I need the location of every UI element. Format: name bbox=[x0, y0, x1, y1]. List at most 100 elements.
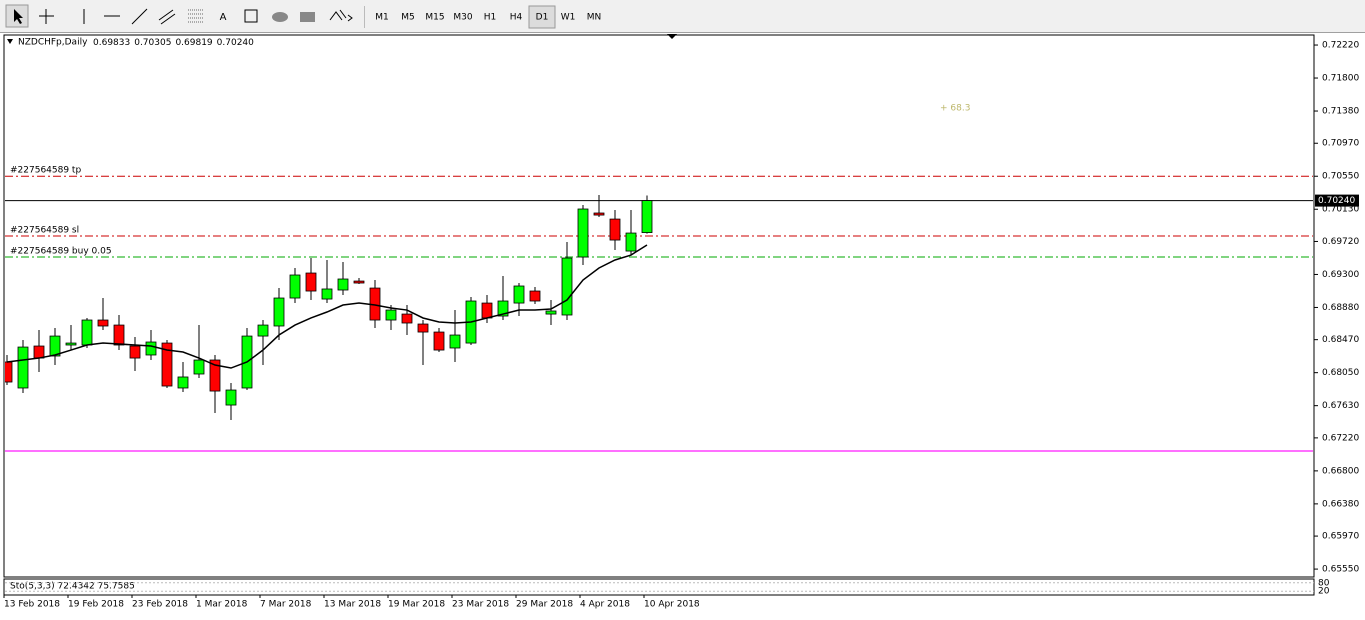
timeframe-button[interactable]: MN bbox=[587, 13, 602, 23]
y-tick-label: 0.68050 bbox=[1322, 368, 1359, 378]
y-tick-label: 0.69720 bbox=[1322, 237, 1359, 247]
ellipse-tool[interactable] bbox=[272, 12, 288, 22]
candle-body bbox=[593, 212, 605, 216]
candle-body bbox=[321, 288, 333, 300]
candle-body bbox=[401, 313, 413, 324]
y-tick-label: 0.72220 bbox=[1322, 41, 1359, 51]
candle-body bbox=[273, 297, 285, 327]
stochastic-level-label: 80 bbox=[1318, 578, 1330, 588]
candle-body bbox=[497, 300, 509, 317]
x-tick-label: 13 Mar 2018 bbox=[324, 600, 381, 610]
y-tick-label: 0.70550 bbox=[1322, 172, 1359, 182]
crosshair-button[interactable] bbox=[39, 9, 54, 24]
x-tick-label: 7 Mar 2018 bbox=[260, 600, 312, 610]
timeframe-button[interactable]: D1 bbox=[536, 13, 549, 23]
x-tick-label: 10 Apr 2018 bbox=[644, 600, 700, 610]
timeframe-button[interactable]: H4 bbox=[510, 13, 523, 23]
rectangle-tool[interactable] bbox=[300, 12, 315, 22]
ohlc-info: 0.69833 0.70305 0.69819 0.70240 bbox=[93, 38, 254, 48]
y-tick-label: 0.65550 bbox=[1322, 565, 1359, 575]
timeframe-button[interactable]: M30 bbox=[453, 13, 472, 23]
y-tick-label: 0.69300 bbox=[1322, 270, 1359, 280]
timeframe-button[interactable]: H1 bbox=[484, 13, 497, 23]
x-tick-label: 1 Mar 2018 bbox=[196, 600, 248, 610]
y-tick-label: 0.68470 bbox=[1322, 335, 1359, 345]
y-tick-label: 0.66380 bbox=[1322, 499, 1359, 509]
candle-body bbox=[513, 285, 525, 304]
candle-body bbox=[161, 342, 173, 387]
candle-body bbox=[609, 218, 621, 241]
y-tick-label: 0.67630 bbox=[1322, 401, 1359, 411]
candle-body bbox=[145, 341, 157, 356]
stochastic-label: Sto(5,3,3) 72.4342 75.7585 bbox=[10, 582, 135, 592]
candle-body bbox=[337, 278, 349, 291]
candle-body bbox=[481, 302, 493, 319]
candle-body bbox=[353, 280, 365, 284]
candle-body bbox=[17, 346, 29, 389]
x-tick-label: 23 Feb 2018 bbox=[132, 600, 188, 610]
sub-plot bbox=[3, 578, 1315, 596]
plot-layer bbox=[5, 175, 1313, 452]
y-tick-label: 0.71800 bbox=[1322, 74, 1359, 84]
ohlc-value: 0.70305 bbox=[134, 38, 171, 48]
arrows-tool[interactable] bbox=[329, 9, 353, 22]
y-tick-label: 0.66800 bbox=[1322, 466, 1359, 476]
y-tick-label: 0.67220 bbox=[1322, 433, 1359, 443]
ohlc-value: 0.69833 bbox=[93, 38, 130, 48]
ohlc-value: 0.69819 bbox=[175, 38, 212, 48]
candle-body bbox=[545, 310, 557, 315]
candle-body bbox=[193, 359, 205, 375]
candle-body bbox=[561, 257, 573, 316]
label-tool[interactable] bbox=[244, 9, 258, 23]
candle-body bbox=[449, 334, 461, 349]
candle-body bbox=[577, 208, 589, 258]
candle-body bbox=[289, 274, 301, 299]
x-tick-label: 19 Feb 2018 bbox=[68, 600, 124, 610]
candle-body bbox=[417, 323, 429, 333]
y-tick-label: 0.71380 bbox=[1322, 107, 1359, 117]
x-tick-label: 23 Mar 2018 bbox=[452, 600, 509, 610]
candle-body bbox=[257, 324, 269, 337]
order-level-label: #227564589 buy 0.05 bbox=[10, 247, 112, 257]
ohlc-value: 0.70240 bbox=[217, 38, 254, 48]
x-tick-label: 13 Feb 2018 bbox=[4, 600, 60, 610]
channel-button[interactable] bbox=[158, 9, 176, 25]
trendline-button[interactable] bbox=[131, 8, 148, 25]
candle-body bbox=[65, 342, 77, 346]
text-tool[interactable]: A bbox=[220, 12, 227, 23]
x-tick-label: 4 Apr 2018 bbox=[580, 600, 630, 610]
symbol-arrow bbox=[7, 39, 13, 44]
candle-body bbox=[625, 232, 637, 252]
candle-body bbox=[305, 272, 317, 292]
main-plot bbox=[3, 34, 1315, 578]
profit-annotation: + 68.3 bbox=[940, 104, 970, 114]
stochastic-level-label: 20 bbox=[1318, 587, 1330, 597]
candle-body bbox=[641, 200, 653, 233]
timeframe-button[interactable]: M1 bbox=[375, 13, 389, 23]
order-level-label: #227564589 sl bbox=[10, 226, 79, 236]
timeframe-button[interactable]: M15 bbox=[425, 13, 444, 23]
candle-body bbox=[529, 290, 541, 302]
candle-body bbox=[225, 389, 237, 406]
moving-average bbox=[6, 244, 648, 369]
toolbar bbox=[0, 0, 1365, 33]
x-tick-label: 19 Mar 2018 bbox=[388, 600, 445, 610]
cursor-icon bbox=[14, 9, 23, 24]
y-tick-label: 0.70130 bbox=[1322, 205, 1359, 215]
timeframe-active bbox=[528, 5, 556, 29]
candle-body bbox=[113, 324, 125, 346]
candle-body bbox=[209, 359, 221, 392]
candle-body bbox=[49, 335, 61, 357]
candle-body bbox=[177, 376, 189, 389]
symbol-title: NZDCHFp,Daily bbox=[18, 38, 88, 48]
timeframe-button[interactable]: M5 bbox=[401, 13, 415, 23]
timeframe-button[interactable]: W1 bbox=[561, 13, 576, 23]
drawing-tools: A bbox=[5, 4, 365, 28]
candle-body bbox=[33, 345, 45, 359]
candle-body bbox=[433, 331, 445, 351]
candle-body bbox=[97, 319, 109, 327]
price-tag bbox=[1315, 194, 1359, 207]
